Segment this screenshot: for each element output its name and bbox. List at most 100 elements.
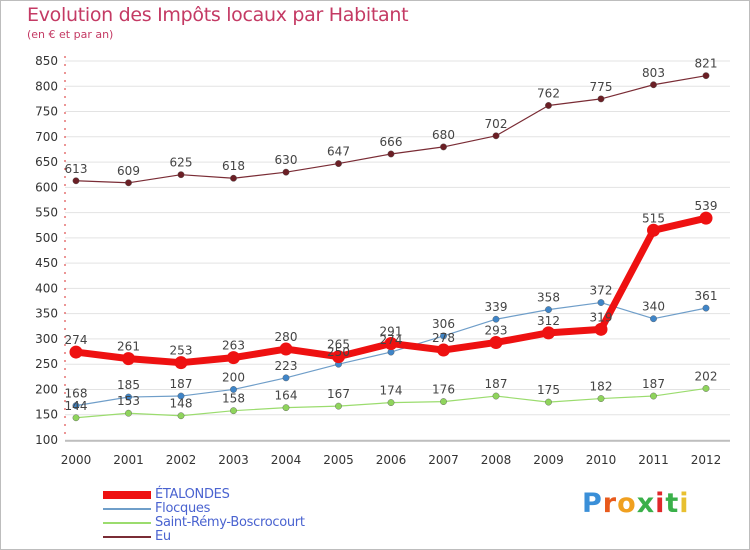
data-point [489,335,503,349]
legend-label: ÉTALONDES [155,487,230,502]
x-tick-label: 2006 [376,453,407,467]
data-label: 250 [327,345,350,359]
data-point [647,223,660,237]
legend-swatch [103,522,151,524]
data-point [282,404,290,412]
data-label: 187 [642,377,665,391]
data-point [702,304,710,312]
data-label: 319 [590,310,613,324]
data-point [174,356,188,370]
x-tick-label: 2012 [691,453,722,467]
data-label: 175 [537,383,560,397]
data-point [125,393,132,401]
y-tick-label: 150 [35,408,58,422]
y-tick-label: 500 [35,231,58,245]
y-tick-label: 100 [35,433,58,447]
data-point [384,336,398,350]
data-label: 515 [642,211,665,225]
legend-label: Eu [155,529,171,544]
x-tick-label: 2009 [533,453,564,467]
data-point [177,171,185,179]
y-tick-label: 600 [35,180,58,194]
legend-label: Flocques [155,501,211,516]
data-point [545,306,552,314]
data-label: 185 [117,378,140,392]
data-point [650,81,657,89]
x-tick-label: 2005 [323,453,354,467]
data-label: 187 [485,377,508,391]
data-label: 176 [432,383,455,397]
data-point [72,414,80,422]
data-label: 625 [170,156,193,170]
data-label: 158 [222,392,245,406]
data-label: 182 [590,380,613,394]
x-tick-label: 2000 [61,453,92,467]
data-label: 312 [537,314,560,328]
data-label: 358 [537,291,560,305]
data-point [282,374,290,382]
data-point [279,342,293,356]
data-label: 666 [380,135,403,149]
y-tick-label: 750 [35,105,58,119]
data-label: 680 [432,128,455,142]
x-tick-label: 2003 [218,453,249,467]
data-label: 821 [695,57,718,71]
data-point [437,343,450,357]
x-tick-label: 2008 [481,453,512,467]
data-point [545,398,552,406]
data-label: 278 [432,331,455,345]
legend-swatch [103,491,151,499]
data-point [650,392,657,400]
data-label: 280 [275,330,298,344]
data-label: 306 [432,317,455,331]
data-point [125,179,132,187]
data-label: 164 [275,389,298,403]
data-point [72,177,80,185]
data-point [72,402,80,410]
data-label: 609 [117,164,140,178]
data-point [177,392,185,400]
data-label: 372 [590,284,613,298]
data-label: 144 [65,399,88,413]
data-point [125,409,132,417]
data-point [387,150,395,158]
data-label: 539 [695,199,718,213]
data-point [230,174,237,182]
y-tick-label: 800 [35,79,58,93]
data-point [492,132,500,140]
data-label: 261 [117,340,140,354]
data-label: 202 [695,369,718,383]
x-tick-label: 2010 [586,453,617,467]
data-label: 148 [170,397,193,411]
data-point [387,399,395,407]
data-label: 613 [65,162,88,176]
y-tick-label: 300 [35,332,58,346]
data-point [227,351,240,365]
data-label: 339 [485,300,508,314]
data-point [492,392,500,400]
data-point [335,160,342,167]
data-label: 803 [642,66,665,80]
data-point [440,398,447,405]
data-label: 618 [222,159,245,173]
data-point [335,402,342,410]
x-tick-label: 2002 [166,453,197,467]
data-point [542,326,555,340]
data-point [702,72,710,80]
data-label: 223 [275,359,298,373]
data-point [545,102,552,109]
data-point [177,412,185,420]
proxiti-logo: Proxiti [582,488,690,519]
legend-swatch [103,536,151,538]
data-label: 274 [380,333,403,347]
data-label: 153 [117,394,140,408]
data-point [702,385,710,392]
data-label: 702 [485,117,508,131]
data-label: 775 [590,80,613,94]
data-label: 174 [380,384,403,398]
data-point [332,350,345,364]
data-label: 647 [327,145,350,159]
data-point [122,352,135,366]
